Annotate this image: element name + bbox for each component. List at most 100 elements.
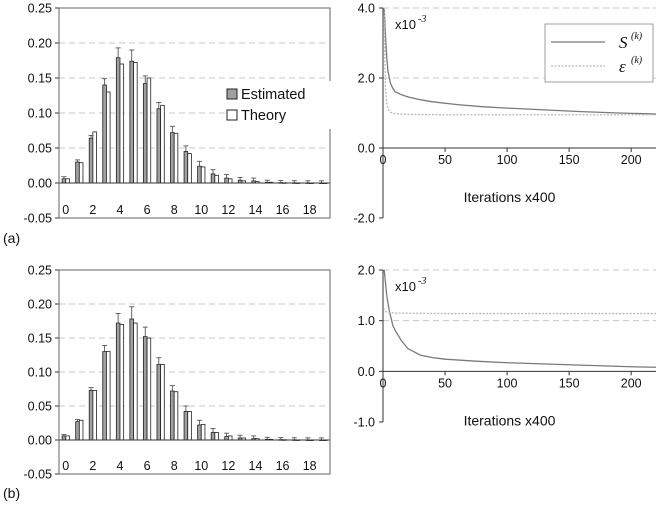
x-tick-label: 0: [62, 459, 69, 473]
x-tick-label: 2: [89, 459, 96, 473]
legend-sup-epsilon: (k): [631, 55, 643, 66]
chart-a-histogram: -0.05 0.00 0.05 0.10 0.15 0.20 0.25 0 2 4 6 8 10 12 14…: [24, 2, 337, 226]
x-tick-label: 4: [116, 459, 123, 473]
x-tick-label: 16: [276, 203, 290, 217]
legend-label-theory: Theory: [241, 108, 287, 124]
x-tick-label: 14: [249, 203, 263, 217]
y-tick-label: 0.05: [28, 142, 52, 156]
x-tick-label: 0: [62, 203, 69, 217]
x-tick-label: 100: [497, 153, 518, 167]
y-tick-label: 0.0: [358, 365, 375, 379]
legend-swatch-theory: [226, 109, 238, 121]
bar-theory: [214, 432, 219, 441]
y-tick-label: -1.0: [353, 416, 375, 430]
x-tick-label: 12: [221, 459, 235, 473]
panel-label-b: (b): [3, 485, 20, 501]
bar-theory: [92, 131, 97, 184]
bar-estimated: [75, 161, 80, 184]
legend-box: [225, 81, 337, 129]
x-tick-label: 200: [621, 153, 642, 167]
bar-estimated: [210, 173, 216, 184]
x-tick-label: 0: [380, 376, 387, 390]
y-tick-label: 0.10: [28, 366, 52, 380]
x-tick-label: 0: [380, 153, 387, 167]
series-line-s: [383, 8, 656, 115]
y-tick-label: 0.20: [28, 37, 52, 51]
bar-theory: [160, 364, 165, 441]
bar-estimated: [61, 178, 67, 184]
y-scale-exponent: -3: [418, 14, 426, 25]
legend-label-estimated: Estimated: [241, 87, 305, 103]
y-scale-exponent: -3: [418, 276, 426, 287]
y-tick-label: 0.00: [28, 177, 52, 191]
y-tick-label: 0.15: [28, 72, 52, 86]
bar-theory: [78, 162, 84, 184]
bar-estimated: [197, 424, 202, 441]
y-tick-label: 1.0: [358, 314, 375, 328]
bar-theory: [65, 178, 70, 184]
legend-label-epsilon: ε: [619, 57, 626, 76]
bar-theory: [119, 63, 125, 184]
x-tick-label: 6: [144, 459, 151, 473]
bar-estimated: [183, 411, 189, 441]
bar-estimated: [129, 60, 134, 184]
bar-theory: [119, 323, 125, 441]
y-scale-note: x10: [395, 279, 416, 294]
bar-theory: [106, 91, 111, 184]
x-tick-label: 12: [221, 203, 235, 217]
y-tick-label: 0.00: [28, 434, 52, 448]
series-line-s: [383, 270, 656, 368]
y-tick-label: 2.0: [358, 264, 375, 278]
bar-estimated: [197, 165, 202, 184]
bar-estimated: [210, 432, 216, 441]
bar-theory: [133, 62, 138, 184]
x-tick-label: 16: [276, 459, 290, 473]
legend-swatch-estimated: [226, 88, 238, 100]
chart-b-convergence: -1.0 0.0 1.0 2.0 0 50 100 150 200 Iterations x400…: [353, 264, 656, 430]
bar-estimated: [224, 177, 229, 184]
y-tick-label: 0.25: [28, 264, 52, 278]
bar-theory: [187, 411, 192, 441]
bar-theory: [106, 351, 111, 441]
bar-theory: [92, 389, 97, 441]
plot-border: [58, 269, 331, 475]
x-tick-label: 6: [144, 203, 151, 217]
bar-theory: [173, 132, 179, 184]
bar-theory: [78, 419, 84, 441]
y-tick-label: 0.25: [28, 2, 52, 16]
bar-estimated: [88, 137, 94, 184]
x-tick-label: 4: [116, 203, 123, 217]
x-tick-label: 8: [171, 203, 178, 217]
y-scale-note: x10: [395, 17, 416, 32]
bar-estimated: [61, 435, 67, 441]
x-tick-label: 200: [621, 376, 642, 390]
y-tick-label: 4.0: [358, 2, 375, 16]
bar-theory: [133, 322, 138, 441]
series-line-epsilon: [383, 307, 656, 315]
x-tick-label: 8: [171, 459, 178, 473]
y-tick-label: 0.15: [28, 332, 52, 346]
bar-theory: [146, 337, 152, 441]
bar-theory: [160, 104, 165, 184]
x-axis-title: Iterations x400: [464, 412, 556, 428]
x-tick-label: 150: [559, 376, 580, 390]
series-line-epsilon: [383, 8, 656, 116]
bar-estimated: [224, 436, 229, 441]
bar-theory: [187, 153, 192, 184]
bar-estimated: [143, 83, 148, 184]
bar-estimated: [88, 389, 94, 441]
legend-sup-s: (k): [631, 31, 643, 42]
bar-theory: [227, 178, 233, 184]
x-tick-label: 50: [438, 376, 452, 390]
chart-b-histogram: -0.05 0.00 0.05 0.10 0.15 0.20 0.25 0 2 4 6 8 10 12 14…: [24, 264, 331, 482]
bar-estimated: [75, 421, 80, 441]
bar-estimated: [115, 322, 121, 441]
y-tick-label: 0.0: [358, 142, 375, 156]
bar-estimated: [156, 364, 162, 441]
x-axis-title: Iterations x400: [464, 189, 556, 205]
x-tick-label: 10: [194, 203, 208, 217]
bar-estimated: [102, 351, 107, 441]
legend-label-s: S: [619, 33, 628, 52]
legend-box: [544, 23, 654, 83]
bar-theory: [200, 423, 206, 441]
